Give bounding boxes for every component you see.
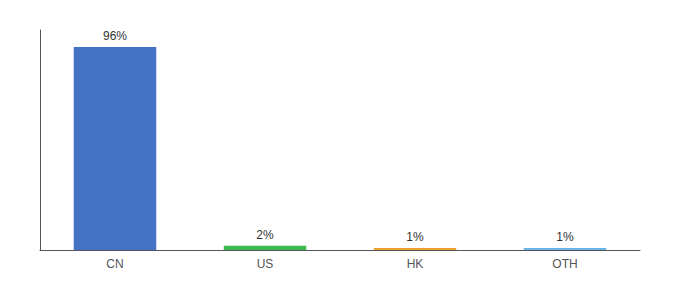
svg-text:1%: 1% bbox=[556, 230, 574, 244]
svg-text:HK: HK bbox=[407, 257, 424, 271]
svg-text:CN: CN bbox=[106, 257, 123, 271]
svg-text:OTH: OTH bbox=[552, 257, 577, 271]
svg-text:1%: 1% bbox=[406, 230, 424, 244]
svg-text:2%: 2% bbox=[256, 228, 274, 242]
svg-text:96%: 96% bbox=[103, 29, 127, 43]
svg-text:US: US bbox=[257, 257, 274, 271]
